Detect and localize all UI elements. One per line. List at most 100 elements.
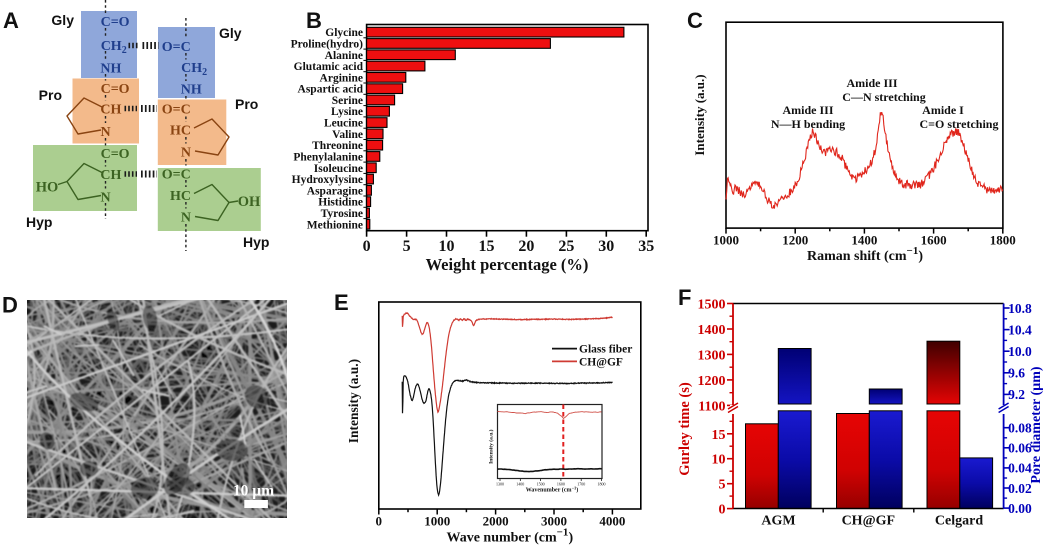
svg-text:0.06: 0.06 (1008, 441, 1032, 456)
svg-text:CH@GF: CH@GF (579, 356, 623, 368)
svg-text:Gurley time (s): Gurley time (s) (677, 382, 693, 476)
svg-text:15: 15 (479, 238, 495, 255)
svg-text:CH2: CH2 (181, 61, 207, 78)
svg-text:Isoleucine: Isoleucine (314, 163, 363, 175)
svg-text:1400: 1400 (698, 323, 726, 338)
svg-text:1000: 1000 (424, 514, 450, 529)
svg-text:1700: 1700 (577, 482, 585, 487)
svg-text:N: N (181, 146, 191, 161)
svg-text:1300: 1300 (496, 482, 504, 487)
svg-text:0: 0 (376, 514, 383, 529)
svg-text:AGM: AGM (761, 514, 795, 529)
svg-text:Gly: Gly (219, 25, 242, 41)
svg-text:Glass fiber: Glass fiber (579, 344, 632, 356)
svg-text:1200: 1200 (698, 374, 726, 389)
svg-text:Glycine: Glycine (325, 27, 363, 39)
svg-text:O=C: O=C (162, 168, 191, 183)
svg-text:1800: 1800 (990, 233, 1016, 248)
svg-text:Hydroxylysine: Hydroxylysine (292, 174, 363, 186)
svg-text:1500: 1500 (537, 482, 545, 487)
svg-text:Pore diameter (µm): Pore diameter (µm) (1029, 366, 1044, 484)
svg-text:HC: HC (170, 189, 191, 204)
svg-text:Arginine: Arginine (320, 72, 363, 84)
svg-text:10.0: 10.0 (1008, 344, 1032, 359)
svg-text:0.02: 0.02 (1008, 481, 1032, 496)
svg-text:Phenylalanine: Phenylalanine (293, 152, 363, 164)
svg-text:15: 15 (712, 428, 726, 443)
svg-text:CH2: CH2 (101, 39, 127, 56)
svg-text:O=C: O=C (162, 103, 191, 118)
svg-text:10: 10 (439, 238, 455, 255)
svg-text:2000: 2000 (483, 514, 509, 529)
svg-text:C=O stretching: C=O stretching (920, 117, 999, 131)
svg-text:CH: CH (100, 168, 121, 183)
svg-text:10: 10 (712, 453, 726, 468)
svg-text:N: N (100, 125, 110, 140)
svg-text:C=O: C=O (101, 147, 130, 162)
svg-text:10.8: 10.8 (1008, 301, 1032, 316)
svg-text:OH: OH (238, 194, 261, 210)
svg-text:Raman shift (cm−1): Raman shift (cm−1) (807, 245, 923, 264)
svg-text:Weight percentage (%): Weight percentage (%) (426, 255, 589, 274)
svg-text:1300: 1300 (698, 348, 726, 363)
svg-text:Celgard: Celgard (935, 514, 983, 529)
svg-text:1400: 1400 (516, 482, 524, 487)
svg-text:C: C (687, 8, 703, 33)
svg-text:3000: 3000 (541, 514, 567, 529)
svg-text:Pro: Pro (235, 96, 258, 112)
svg-text:10 µm: 10 µm (233, 483, 274, 500)
svg-text:0.00: 0.00 (1008, 501, 1032, 516)
svg-text:Amide III: Amide III (846, 76, 897, 90)
svg-text:NH: NH (100, 62, 121, 77)
svg-text:CH@GF: CH@GF (842, 514, 895, 529)
svg-text:D: D (2, 293, 18, 318)
svg-text:Methionine: Methionine (307, 219, 363, 231)
svg-text:Hyp: Hyp (26, 214, 52, 230)
svg-text:0: 0 (363, 238, 371, 255)
svg-text:Amide I: Amide I (922, 103, 964, 117)
svg-text:CH: CH (100, 103, 121, 118)
svg-text:N: N (181, 211, 191, 226)
svg-text:B: B (306, 8, 322, 33)
svg-text:Proline(hydro): Proline(hydro) (291, 39, 364, 51)
svg-text:Valine: Valine (332, 129, 363, 141)
svg-text:10.4: 10.4 (1008, 322, 1032, 337)
svg-text:C=O: C=O (101, 15, 130, 30)
svg-text:30: 30 (598, 238, 614, 255)
svg-text:Amide III: Amide III (782, 103, 833, 117)
svg-text:C—N stretching: C—N stretching (842, 90, 925, 104)
svg-text:Alanine: Alanine (325, 50, 363, 62)
svg-text:N: N (100, 191, 110, 206)
svg-text:HO: HO (36, 180, 59, 196)
svg-text:1000: 1000 (713, 233, 739, 248)
svg-text:1400: 1400 (851, 233, 877, 248)
svg-text:9.2: 9.2 (1008, 387, 1025, 402)
svg-text:5: 5 (403, 238, 411, 255)
svg-text:Glutamic acid: Glutamic acid (294, 61, 364, 73)
svg-text:E: E (334, 290, 349, 315)
svg-text:Wave number (cm−1): Wave number (cm−1) (446, 527, 573, 546)
svg-text:0.04: 0.04 (1008, 461, 1032, 476)
svg-text:Intensity (a.u.): Intensity (a.u.) (488, 429, 495, 464)
svg-text:F: F (678, 285, 691, 310)
svg-text:4000: 4000 (599, 514, 625, 529)
svg-text:Gly: Gly (51, 12, 74, 28)
svg-text:1600: 1600 (921, 233, 947, 248)
svg-text:25: 25 (558, 238, 574, 255)
svg-text:C=O: C=O (101, 82, 130, 97)
svg-text:0: 0 (719, 503, 726, 518)
svg-text:1600: 1600 (557, 482, 565, 487)
svg-text:20: 20 (518, 238, 534, 255)
svg-text:Leucine: Leucine (324, 118, 363, 130)
svg-text:Intensity (a.u.): Intensity (a.u.) (346, 359, 361, 443)
svg-text:1200: 1200 (782, 233, 808, 248)
svg-text:35: 35 (638, 238, 654, 255)
svg-text:Asparagine: Asparagine (307, 185, 363, 197)
svg-text:1500: 1500 (698, 298, 726, 313)
svg-text:1100: 1100 (698, 399, 725, 414)
svg-text:Pro: Pro (39, 87, 62, 103)
svg-text:Threonine: Threonine (312, 140, 363, 152)
svg-text:Aspartic acid: Aspartic acid (298, 84, 364, 96)
svg-text:HC: HC (170, 124, 191, 139)
svg-text:Serine: Serine (332, 95, 363, 107)
